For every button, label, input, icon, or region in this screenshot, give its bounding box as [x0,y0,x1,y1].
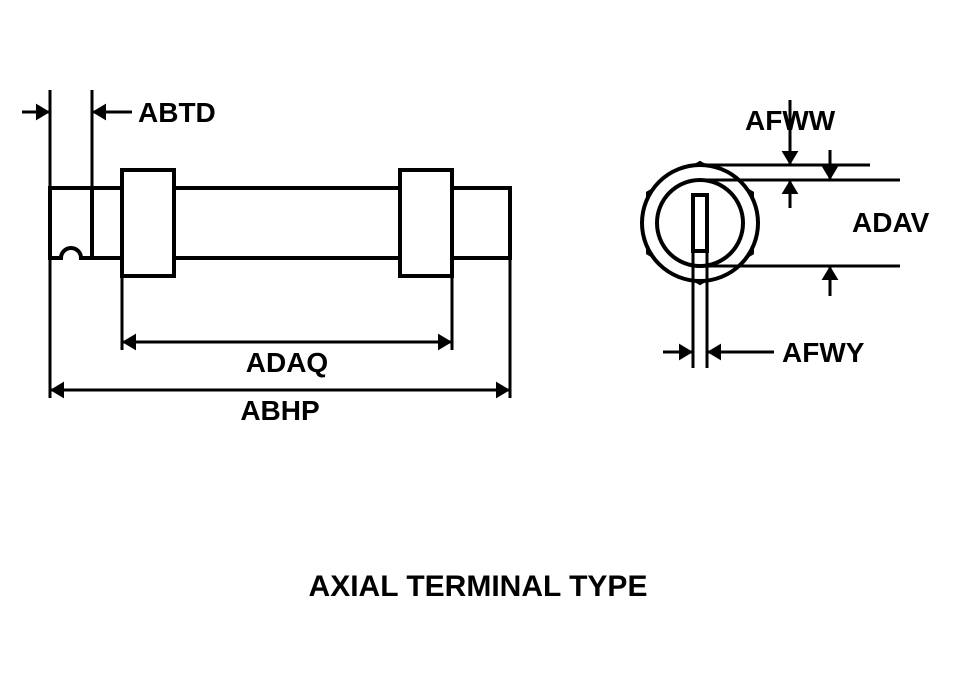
label-abhp: ABHP [240,395,319,426]
label-adav: ADAV [852,207,930,238]
caption-title: AXIAL TERMINAL TYPE [0,570,956,604]
label-afww: AFWW [745,105,836,136]
label-afwy: AFWY [782,337,865,368]
label-adaq: ADAQ [246,347,328,378]
label-abtd: ABTD [138,97,216,128]
